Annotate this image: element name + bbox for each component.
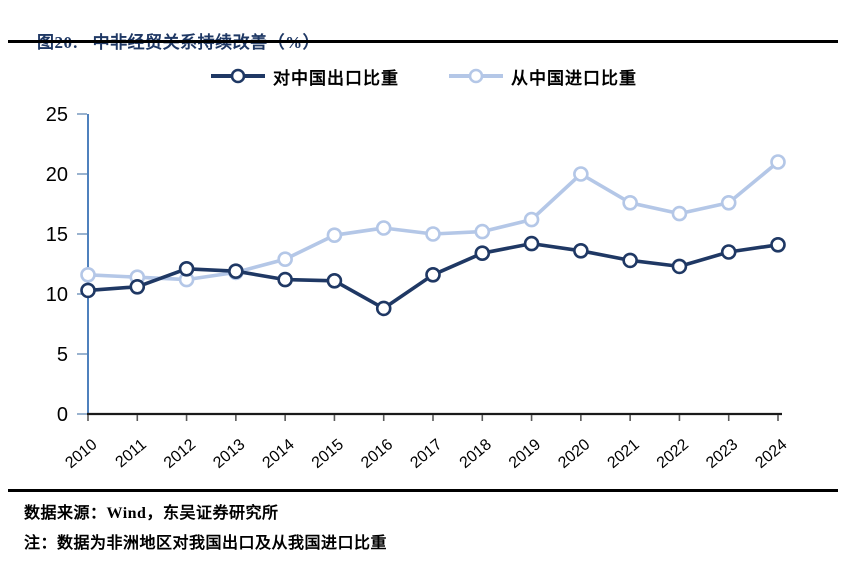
y-tick-label: 5 bbox=[57, 344, 68, 366]
x-tick-label: 2018 bbox=[457, 436, 495, 472]
series-export-point-2018 bbox=[474, 245, 491, 261]
y-tick-label: 10 bbox=[46, 284, 68, 306]
series-export-point-2024 bbox=[770, 237, 786, 253]
x-tick-label: 2022 bbox=[654, 436, 692, 472]
legend-label-import: 从中国进口比重 bbox=[511, 68, 637, 88]
x-tick-label: 2019 bbox=[506, 436, 544, 472]
series-export-point-2017 bbox=[425, 266, 441, 283]
x-tick-label: 2020 bbox=[555, 436, 593, 472]
series-import-point-2015 bbox=[326, 227, 343, 243]
series-export-point-2016 bbox=[375, 300, 392, 317]
legend-marker-import-icon bbox=[449, 68, 503, 84]
chart-legend: 对中国出口比重 从中国进口比重 bbox=[0, 60, 846, 92]
series-export-point-2021 bbox=[622, 252, 638, 269]
series-export-point-2010 bbox=[80, 282, 96, 299]
x-tick-label: 2014 bbox=[260, 436, 298, 472]
series-export-point-2020 bbox=[573, 243, 589, 259]
bottom-divider bbox=[8, 489, 838, 492]
series-import-point-2010 bbox=[80, 266, 96, 283]
x-tick-label: 2023 bbox=[703, 436, 741, 472]
series-export-point-2013 bbox=[228, 263, 244, 280]
series-export-point-2015 bbox=[326, 272, 343, 289]
series-export-point-2019 bbox=[523, 235, 540, 252]
series-import-point-2022 bbox=[671, 205, 688, 222]
y-tick-label: 25 bbox=[46, 104, 68, 126]
x-tick-label: 2016 bbox=[358, 436, 396, 472]
series-import-point-2019 bbox=[523, 211, 540, 228]
series-import-point-2024 bbox=[770, 154, 786, 170]
series-export-point-2022 bbox=[671, 258, 688, 275]
x-tick-label: 2012 bbox=[161, 436, 199, 472]
series-import-point-2023 bbox=[720, 195, 737, 211]
series-import-point-2017 bbox=[425, 226, 441, 242]
y-tick-label: 15 bbox=[46, 224, 68, 246]
x-tick-label: 2015 bbox=[309, 436, 347, 472]
x-tick-label: 2024 bbox=[752, 436, 790, 472]
x-tick-label: 2011 bbox=[113, 436, 150, 471]
legend-item-import: 从中国进口比重 bbox=[447, 64, 637, 89]
y-tick-label: 20 bbox=[46, 164, 68, 186]
x-tick-label: 2010 bbox=[62, 436, 100, 472]
x-tick-label: 2013 bbox=[210, 436, 248, 472]
y-tick-label: 0 bbox=[57, 404, 68, 426]
data-note: 注：数据为非洲地区对我国出口及从我国进口比重 bbox=[24, 535, 388, 552]
series-import-point-2020 bbox=[573, 166, 589, 182]
x-tick-label: 2021 bbox=[605, 436, 643, 472]
series-import-point-2021 bbox=[622, 195, 638, 211]
legend-label-export: 对中国出口比重 bbox=[273, 68, 399, 88]
series-import-point-2014 bbox=[277, 251, 293, 268]
legend-item-export: 对中国出口比重 bbox=[209, 64, 399, 89]
series-export-point-2023 bbox=[720, 244, 737, 260]
legend-marker-export-icon bbox=[211, 68, 265, 84]
data-source: 数据来源：Wind，东吴证券研究所 bbox=[24, 505, 279, 522]
top-divider bbox=[8, 40, 838, 43]
series-export-point-2012 bbox=[178, 260, 195, 277]
series-import-point-2018 bbox=[474, 223, 491, 240]
x-tick-label: 2017 bbox=[407, 436, 445, 472]
series-import-point-2016 bbox=[375, 220, 392, 236]
series-export-point-2011 bbox=[129, 278, 146, 295]
series-export-point-2014 bbox=[277, 271, 293, 288]
